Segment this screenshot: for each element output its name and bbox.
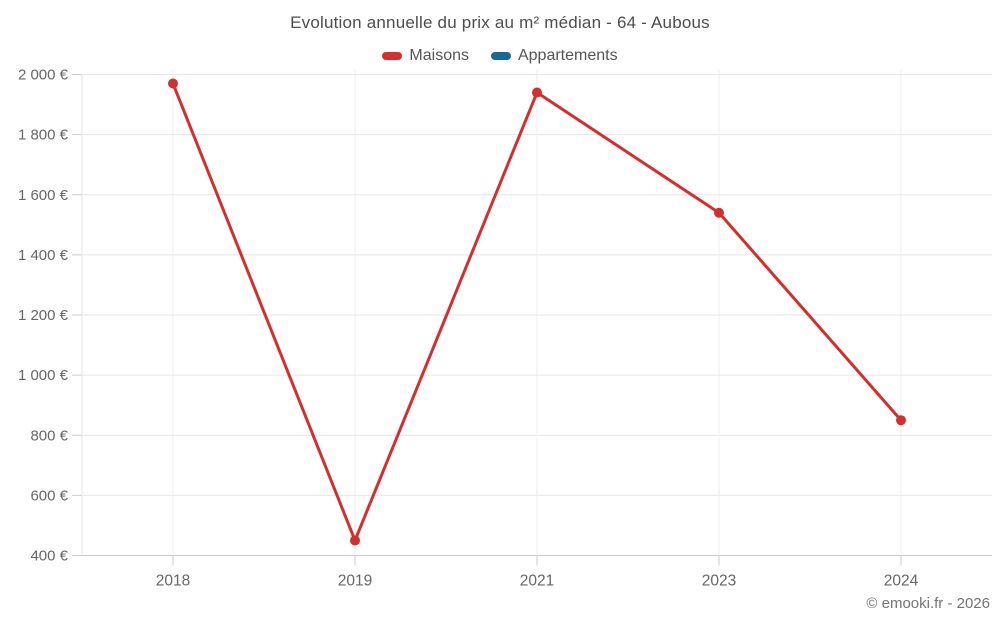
x-axis-label: 2024: [884, 573, 919, 590]
y-axis-label: 800 €: [30, 427, 68, 444]
y-axis-label: 1 600 €: [18, 187, 69, 204]
legend-label: Maisons: [409, 47, 469, 64]
chart-legend: Maisons Appartements: [0, 46, 1000, 66]
maisons-point-2021[interactable]: [532, 87, 542, 98]
legend-label: Appartements: [517, 47, 618, 64]
x-axis-label: 2018: [156, 573, 190, 590]
x-axis-label: 2019: [338, 573, 372, 590]
y-axis-label: 1 400 €: [18, 247, 69, 264]
y-axis-label: 1 000 €: [18, 367, 69, 384]
x-axis-label: 2023: [702, 573, 736, 590]
maisons-point-2023[interactable]: [714, 207, 724, 218]
credits-link[interactable]: © emooki.fr - 2026: [866, 595, 990, 612]
maisons-point-2018[interactable]: [168, 78, 178, 89]
y-axis-label: 600 €: [30, 487, 68, 504]
legend-item-appartements[interactable]: Appartements: [490, 47, 618, 65]
x-axis-label: 2021: [520, 573, 554, 590]
legend-marker-maisons: [382, 52, 403, 60]
chart-title: Evolution annuelle du prix au m² médian …: [290, 13, 710, 32]
y-axis-label: 400 €: [30, 548, 68, 565]
maisons-point-2024[interactable]: [896, 415, 906, 426]
legend-marker-appartements: [490, 52, 511, 60]
y-axis-label: 1 200 €: [18, 307, 69, 324]
y-axis-label: 2 000 €: [18, 67, 69, 84]
legend-item-maisons[interactable]: Maisons: [382, 47, 469, 65]
y-axis-label: 1 800 €: [18, 127, 69, 144]
maisons-point-2019[interactable]: [350, 535, 360, 546]
